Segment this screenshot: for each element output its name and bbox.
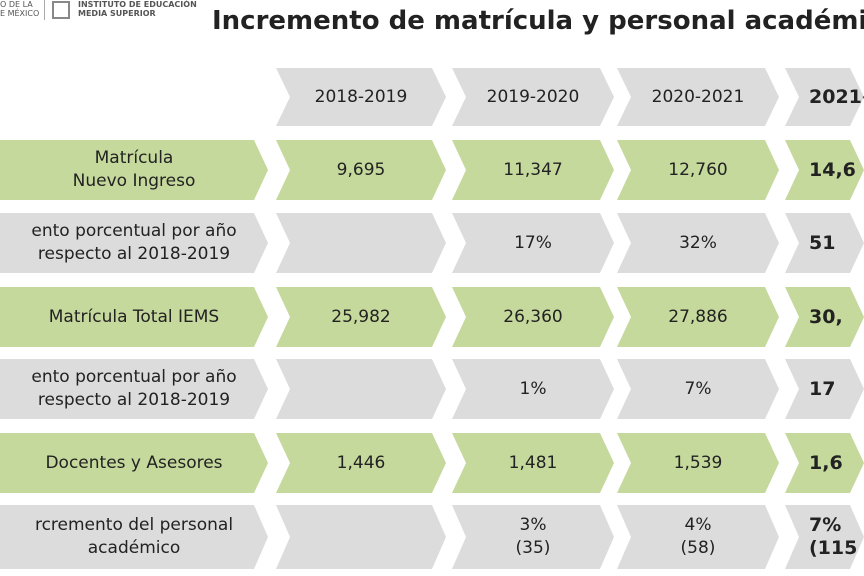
cell-text: 17%: [514, 232, 552, 253]
cell-text: Nuevo Ingreso: [72, 171, 196, 191]
divider: [44, 0, 45, 20]
cell-text: (58): [680, 538, 716, 558]
cell-text: 26,360: [503, 306, 563, 327]
cell: 32%: [617, 213, 779, 273]
row-label: Matrícula Total IEMS: [0, 287, 268, 347]
column-header: 2019-2020: [452, 68, 614, 126]
cell-text: ento porcentual por año: [31, 367, 237, 387]
logo-text: O DE LA: [0, 0, 33, 9]
logo-text: MEDIA SUPERIOR: [78, 9, 156, 18]
cell-text: respecto al 2018-2019: [37, 244, 231, 264]
cell: 7% (115: [785, 505, 864, 569]
row-label: ento porcentual por año respecto al 2018-…: [0, 213, 268, 273]
cell: 14,6: [785, 140, 864, 200]
cell: [276, 213, 446, 273]
cell-text: 14,6: [809, 158, 856, 181]
cell: 11,347: [452, 140, 614, 200]
cell-text: 1,6: [809, 451, 843, 474]
cell: 17%: [452, 213, 614, 273]
cell: 30,: [785, 287, 864, 347]
cell: 17: [785, 359, 864, 419]
logo-text: E MÉXICO: [0, 9, 40, 18]
row-label: ento porcentual por año respecto al 2018-…: [0, 359, 268, 419]
cell: 9,695: [276, 140, 446, 200]
cell-text: 7%: [684, 378, 712, 399]
cell-text: 1,481: [508, 452, 558, 473]
row-label: Docentes y Asesores: [0, 433, 268, 493]
cell: [276, 359, 446, 419]
cell-text: Matrícula Total IEMS: [48, 306, 220, 327]
cell: 1,539: [617, 433, 779, 493]
cell: 12,760: [617, 140, 779, 200]
cell-text: 17: [809, 377, 836, 400]
cell-text: 25,982: [331, 306, 391, 327]
cell: 1%: [452, 359, 614, 419]
column-header: 2021-: [785, 68, 864, 126]
cell-text: (115: [809, 537, 858, 559]
column-header: 2018-2019: [276, 68, 446, 126]
cell-text: Docentes y Asesores: [45, 452, 223, 473]
row-label: rcremento del personal académico: [0, 505, 268, 569]
cell: 51: [785, 213, 864, 273]
cell-text: académico: [87, 538, 181, 558]
cell-text: 9,695: [336, 159, 386, 180]
cell-text: Matrícula: [94, 148, 174, 168]
cell-text: 1,446: [336, 452, 386, 473]
cell-text: 1%: [519, 378, 547, 399]
cell-text: 1,539: [673, 452, 723, 473]
cell: 1,6: [785, 433, 864, 493]
cell: 25,982: [276, 287, 446, 347]
logo-text: INSTITUTO DE EDUCACIÓN: [78, 0, 197, 9]
cell-text: respecto al 2018-2019: [37, 390, 231, 410]
cell: 26,360: [452, 287, 614, 347]
cell-text: 27,886: [668, 306, 728, 327]
cell: 3% (35): [452, 505, 614, 569]
cell: 1,481: [452, 433, 614, 493]
cell: [276, 505, 446, 569]
cell-text: 12,760: [668, 159, 728, 180]
cell-text: 32%: [679, 232, 717, 253]
cell: 27,886: [617, 287, 779, 347]
cell-text: 11,347: [503, 159, 563, 180]
cell-text: (35): [515, 538, 551, 558]
cell: 7%: [617, 359, 779, 419]
cell-text: 4%: [684, 515, 712, 535]
cell-text: 30,: [809, 305, 843, 328]
cell-text: 51: [809, 231, 836, 254]
row-label: Matrícula Nuevo Ingreso: [0, 140, 268, 200]
logo-left: O DE LA E MÉXICO: [0, 0, 39, 18]
column-header: 2020-2021: [617, 68, 779, 126]
cell: 4% (58): [617, 505, 779, 569]
title: Incremento de matrícula y personal acadé…: [212, 6, 864, 36]
cell-text: 3%: [519, 515, 547, 535]
logo-icon: [52, 1, 70, 19]
cell-text: ento porcentual por año: [31, 221, 237, 241]
cell: 1,446: [276, 433, 446, 493]
logo-right: INSTITUTO DE EDUCACIÓN MEDIA SUPERIOR: [78, 0, 197, 18]
cell-text: 7%: [809, 514, 842, 536]
cell-text: rcremento del personal: [34, 515, 234, 535]
